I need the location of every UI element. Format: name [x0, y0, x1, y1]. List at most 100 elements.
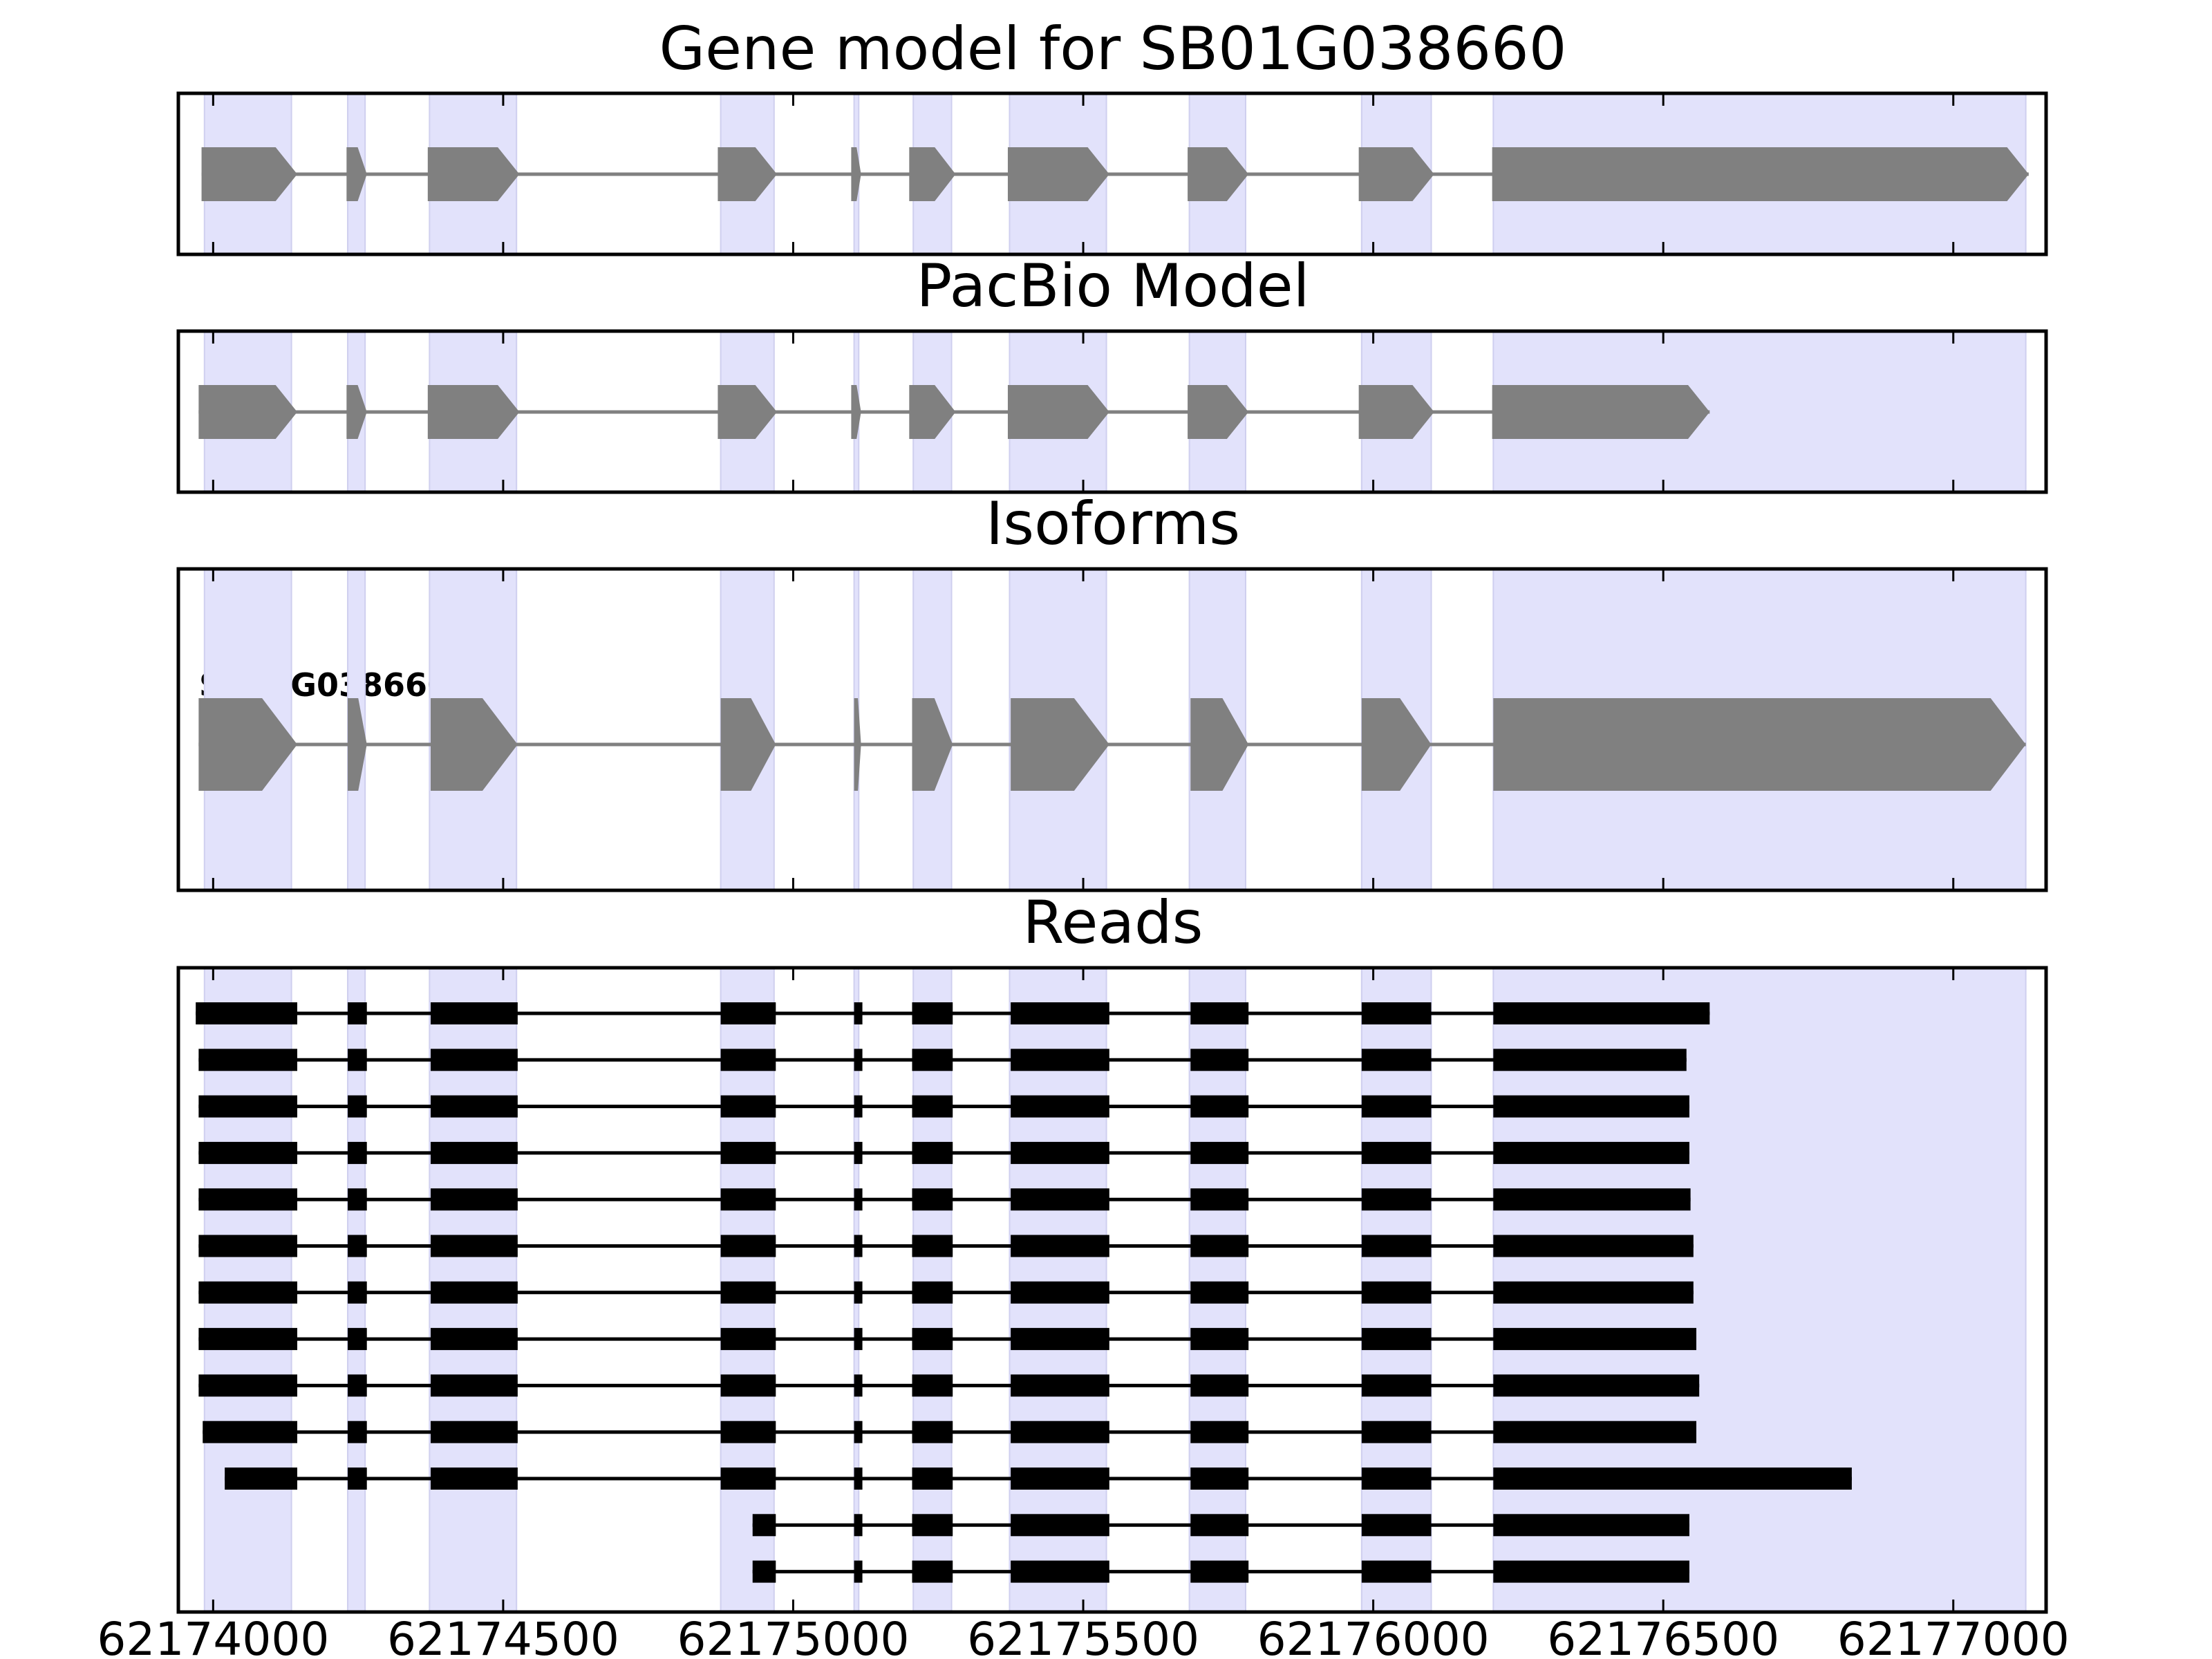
read-block — [1361, 1560, 1432, 1583]
read-block — [720, 1002, 776, 1024]
read-block — [912, 1374, 953, 1397]
read-block — [720, 1049, 776, 1071]
read-block — [1361, 1514, 1432, 1537]
exon-arrow — [1493, 698, 2026, 791]
read-block — [854, 1188, 863, 1211]
read-block — [912, 1514, 953, 1537]
read-block — [1361, 1141, 1432, 1164]
read-block — [348, 1141, 367, 1164]
read-block — [198, 1141, 298, 1164]
exon-arrow — [909, 385, 956, 439]
exon-arrow — [346, 147, 367, 201]
read-block — [1011, 1328, 1109, 1351]
read-block — [720, 1468, 776, 1490]
read-block — [1190, 1188, 1249, 1211]
read-block — [1011, 1235, 1109, 1257]
read-block — [912, 1095, 953, 1118]
exon-arrow — [1188, 385, 1249, 439]
read-block — [1493, 1281, 1694, 1304]
read-block — [1361, 1049, 1432, 1071]
exon-arrow — [854, 698, 861, 791]
read-block — [198, 1374, 298, 1397]
exon-arrow — [851, 147, 861, 201]
read-block — [1011, 1374, 1109, 1397]
read-block — [1493, 1328, 1697, 1351]
read-block — [431, 1281, 518, 1304]
exon-arrow — [1007, 147, 1109, 201]
panel-frame — [176, 91, 2048, 256]
read-block — [1190, 1374, 1249, 1397]
read-block — [720, 1141, 776, 1164]
read-block — [1493, 1560, 1689, 1583]
panel-frame — [176, 567, 2048, 892]
x-tick-label: 62176000 — [1257, 1613, 1490, 1659]
read-block — [720, 1235, 776, 1257]
read-block — [431, 1374, 518, 1397]
exon-arrow — [346, 385, 367, 439]
read-block — [912, 1188, 953, 1211]
read-block — [348, 1328, 367, 1351]
read-block — [1011, 1281, 1109, 1304]
read-block — [348, 1374, 367, 1397]
read-block — [1493, 1049, 1687, 1071]
read-block — [1361, 1095, 1432, 1118]
exon-arrow — [851, 385, 861, 439]
read-block — [1011, 1002, 1109, 1024]
read-block — [348, 1095, 367, 1118]
x-tick-label: 62174500 — [387, 1613, 619, 1659]
read-block — [348, 1049, 367, 1071]
read-block — [1011, 1421, 1109, 1443]
read-block — [431, 1095, 518, 1118]
read-block — [1190, 1514, 1249, 1537]
read-block — [854, 1049, 863, 1071]
exon-arrow — [912, 698, 953, 791]
read-block — [1011, 1095, 1109, 1118]
panel-title-pacbio-model: PacBio Model — [916, 252, 1309, 321]
exon-arrow — [718, 385, 777, 439]
read-block — [348, 1235, 367, 1257]
read-block — [1361, 1328, 1432, 1351]
read-block — [1190, 1560, 1249, 1583]
panel-2 — [176, 567, 2048, 892]
x-tick-label: 62175000 — [677, 1613, 910, 1659]
read-block — [1190, 1049, 1249, 1071]
read-block — [1190, 1328, 1249, 1351]
read-block — [1190, 1002, 1249, 1024]
read-block — [1011, 1514, 1109, 1537]
read-block — [720, 1095, 776, 1118]
panel-frame — [176, 966, 2048, 1614]
read-block — [1190, 1095, 1249, 1118]
read-block — [1011, 1468, 1109, 1490]
exon-arrow — [720, 698, 776, 791]
exon-arrow — [198, 698, 298, 791]
read-block — [752, 1514, 776, 1537]
read-block — [1361, 1468, 1432, 1490]
read-block — [1493, 1421, 1697, 1443]
read-block — [1361, 1281, 1432, 1304]
read-block — [1493, 1002, 1710, 1024]
read-block — [1011, 1141, 1109, 1164]
read-block — [912, 1421, 953, 1443]
exon-arrow — [427, 147, 520, 201]
exon-arrow — [201, 147, 298, 201]
x-tick-label: 62177000 — [1837, 1613, 2070, 1659]
read-block — [854, 1235, 863, 1257]
read-block — [1361, 1374, 1432, 1397]
read-block — [912, 1002, 953, 1024]
read-block — [1190, 1235, 1249, 1257]
read-block — [912, 1141, 953, 1164]
exon-arrow — [198, 385, 298, 439]
panel-title-gene-model: Gene model for SB01G038660 — [659, 15, 1567, 84]
read-block — [1011, 1049, 1109, 1071]
read-block — [431, 1188, 518, 1211]
exon-arrow — [1361, 698, 1432, 791]
read-block — [854, 1141, 863, 1164]
x-tick-label: 62176500 — [1547, 1613, 1779, 1659]
read-block — [912, 1468, 953, 1490]
exon-arrow — [1011, 698, 1109, 791]
panel-0 — [176, 91, 2048, 256]
read-block — [720, 1421, 776, 1443]
read-block — [720, 1188, 776, 1211]
read-block — [854, 1328, 863, 1351]
x-tick-label: 62175500 — [967, 1613, 1199, 1659]
